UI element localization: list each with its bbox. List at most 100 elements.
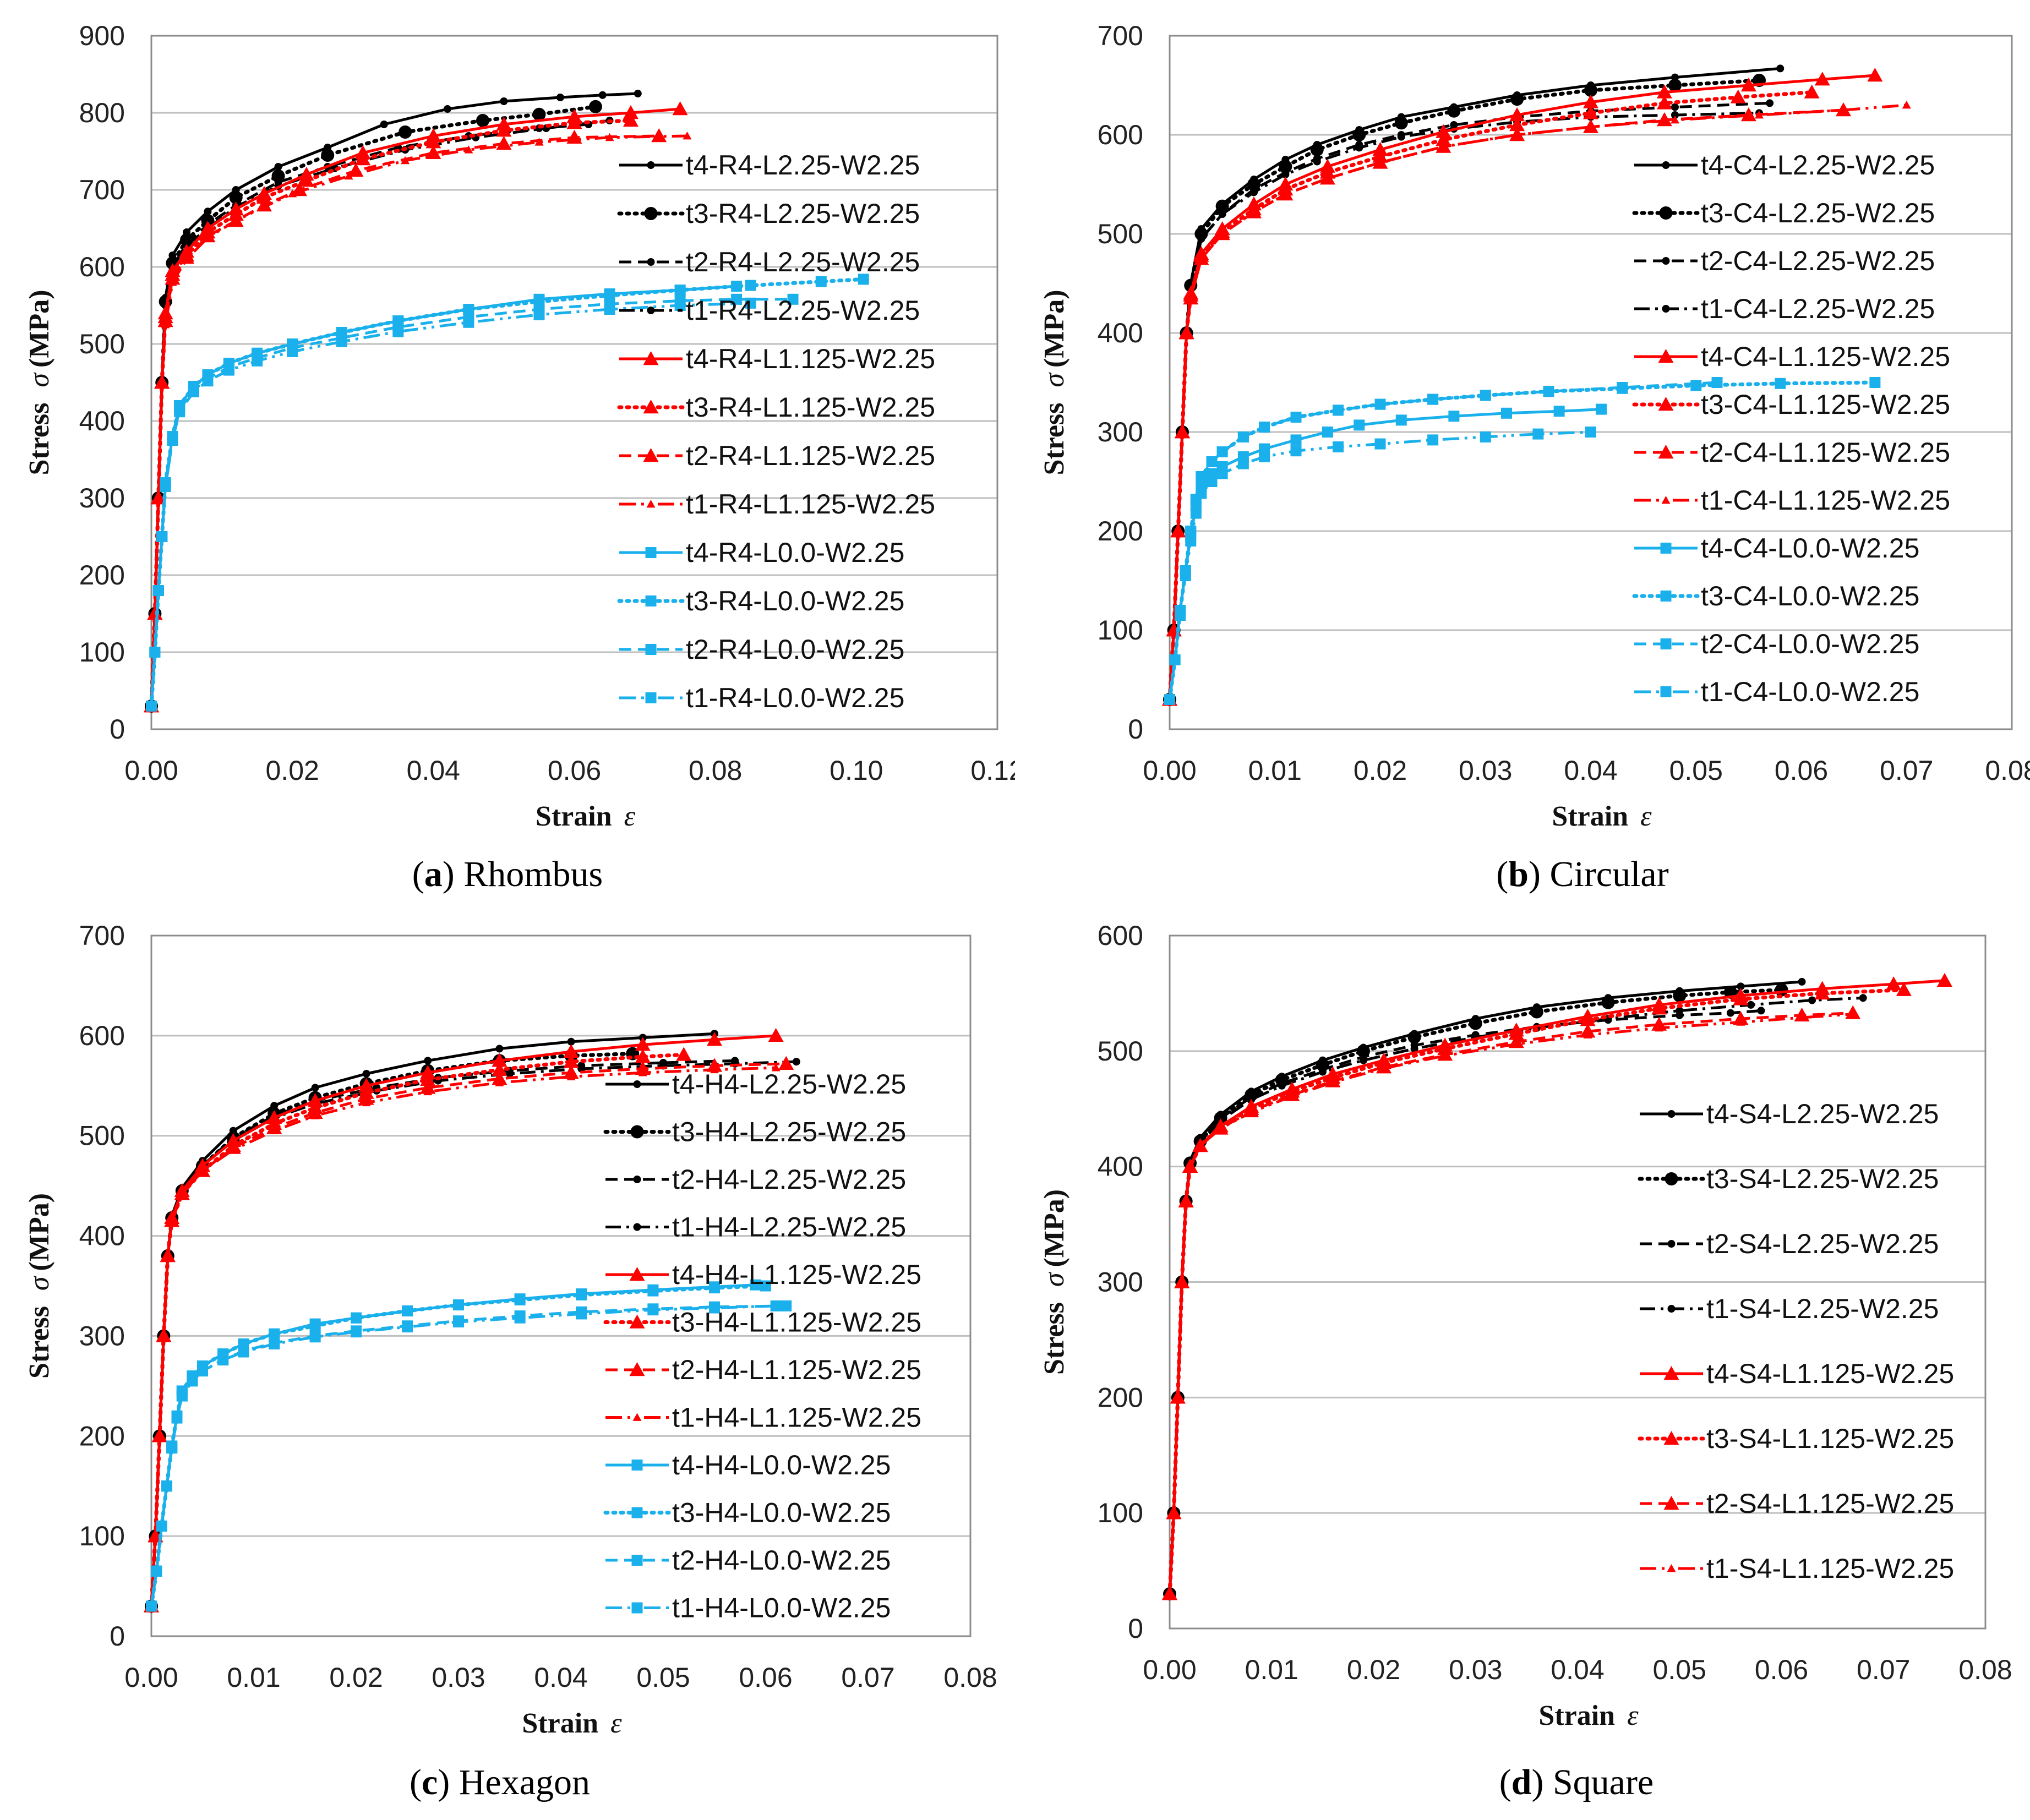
data-point	[159, 1331, 168, 1340]
data-point	[380, 121, 388, 128]
data-point	[1190, 507, 1202, 519]
data-point	[672, 101, 688, 116]
legend-label: t4-C4-L1.125-W2.25	[1701, 341, 1950, 372]
data-point	[423, 1087, 433, 1096]
data-point	[1617, 382, 1628, 393]
data-point	[156, 1520, 167, 1532]
data-point	[495, 1045, 504, 1053]
plot-frame	[1169, 35, 2013, 730]
data-point	[228, 1145, 238, 1154]
data-point	[1596, 403, 1607, 415]
data-point	[647, 1285, 659, 1297]
data-point	[402, 1321, 413, 1333]
data-point	[1237, 431, 1249, 442]
legend-marker	[1663, 1496, 1679, 1510]
data-point	[298, 173, 314, 187]
data-point	[1656, 84, 1672, 99]
data-point	[566, 115, 582, 129]
legend-label: t2-C4-L2.25-W2.25	[1701, 245, 1935, 276]
data-point	[1352, 128, 1366, 141]
data-point	[1726, 1009, 1734, 1017]
y-tick-label: 400	[79, 1221, 125, 1251]
data-point	[492, 1062, 508, 1076]
legend-marker	[1663, 1431, 1679, 1445]
data-point	[768, 1027, 784, 1042]
legend-label: t1-C4-L2.25-W2.25	[1701, 293, 1935, 324]
x-tick-label: 0.08	[689, 755, 742, 786]
y-tick-label: 400	[1098, 1151, 1143, 1182]
legend-label: t1-R4-L1.125-W2.25	[686, 489, 935, 520]
legend-item: t4-H4-L1.125-W2.25	[605, 1259, 921, 1290]
legend-label: t3-C4-L2.25-W2.25	[1701, 198, 1935, 228]
y-tick-label: 700	[79, 920, 125, 951]
legend-item: t2-R4-L2.25-W2.25	[619, 247, 920, 277]
data-point	[464, 145, 473, 154]
data-point	[1585, 427, 1596, 438]
data-point	[577, 1064, 586, 1073]
legend-marker	[643, 400, 659, 414]
data-point	[792, 1058, 800, 1066]
data-point	[1181, 1196, 1191, 1205]
data-point	[1374, 398, 1386, 410]
data-point	[309, 1331, 321, 1343]
data-point	[187, 1375, 198, 1387]
x-tick-label: 0.08	[1958, 1654, 2012, 1685]
data-point	[1509, 117, 1525, 132]
y-tick-label: 300	[1098, 417, 1143, 447]
data-point	[1313, 157, 1321, 166]
x-tick-label: 0.07	[1880, 755, 1933, 786]
data-point	[635, 1061, 651, 1075]
data-point	[1407, 1030, 1421, 1044]
data-point	[274, 163, 282, 171]
data-point	[1737, 982, 1745, 991]
data-point	[182, 255, 192, 263]
x-tick-labels: 0.00 0.01 0.02 0.03 0.04 0.05 0.06 0.07 0.08	[124, 1662, 997, 1693]
legend-label: t3-H4-L1.125-W2.25	[672, 1307, 921, 1338]
x-tick-label: 0.06	[1755, 1654, 1808, 1685]
data-point	[1175, 610, 1186, 621]
data-point	[1427, 393, 1439, 405]
legend-marker	[1660, 686, 1672, 697]
legend-label: t4-H4-L0.0-W2.25	[672, 1450, 891, 1480]
data-point	[176, 1390, 188, 1402]
legend-marker	[645, 692, 657, 703]
data-point	[1673, 989, 1687, 1003]
data-point	[563, 1043, 579, 1058]
x-tick-label: 0.05	[1669, 755, 1723, 786]
legend-marker	[1661, 496, 1671, 504]
data-point	[161, 320, 170, 329]
series-t1-C4-L0.0-W2.25	[1164, 427, 1596, 705]
data-point	[634, 90, 642, 97]
data-point	[1757, 1007, 1765, 1015]
x-tick-label: 0.12	[970, 755, 1015, 786]
legend-label: t2-H4-L0.0-W2.25	[672, 1545, 891, 1576]
x-tick-label: 0.02	[1347, 1654, 1400, 1685]
legend-item: t1-C4-L1.125-W2.25	[1634, 485, 1950, 516]
data-point	[514, 1294, 526, 1305]
data-point	[271, 169, 285, 183]
data-point	[506, 1069, 514, 1078]
data-point	[198, 1166, 207, 1174]
legend-marker	[631, 1460, 643, 1471]
legend-marker	[645, 644, 657, 655]
legend-marker	[632, 1413, 642, 1421]
data-point	[420, 1080, 436, 1094]
legend-label: t3-H4-L0.0-W2.25	[672, 1497, 891, 1528]
series-line	[150, 285, 737, 707]
series-line	[150, 1032, 715, 1606]
data-point	[1328, 1078, 1338, 1086]
legend-label: t3-H4-L2.25-W2.25	[672, 1117, 906, 1147]
data-point	[1281, 190, 1290, 198]
y-tick-label: 100	[1098, 1497, 1143, 1528]
data-point	[1797, 1013, 1807, 1021]
data-point	[1580, 1012, 1596, 1026]
data-point	[1165, 1589, 1174, 1598]
data-point	[351, 1312, 362, 1324]
legend-item: t4-C4-L0.0-W2.25	[1634, 533, 1919, 564]
legend-label: t4-S4-L1.125-W2.25	[1706, 1358, 1954, 1389]
data-point	[1354, 419, 1365, 431]
data-point	[270, 1126, 279, 1135]
data-point	[1543, 386, 1554, 397]
data-point	[770, 1300, 782, 1311]
data-point	[1259, 422, 1270, 433]
